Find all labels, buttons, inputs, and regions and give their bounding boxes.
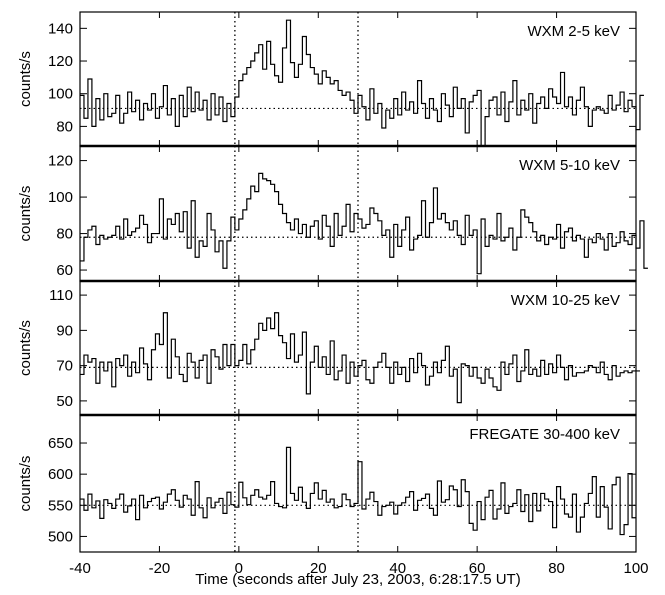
light-curve-series: [80, 172, 648, 275]
y-tick-label: 80: [56, 226, 73, 243]
y-tick-label: 500: [48, 528, 73, 545]
y-tick-label: 650: [48, 435, 73, 452]
y-tick-label: 90: [56, 322, 73, 339]
y-tick-label: 120: [48, 153, 73, 170]
x-tick-label: 100: [623, 560, 648, 577]
x-tick-label: 60: [469, 560, 486, 577]
panel-title: FREGATE 30-400 keV: [469, 426, 620, 443]
y-tick-label: 50: [56, 393, 73, 410]
y-tick-label: 60: [56, 262, 73, 279]
y-tick-label: 100: [48, 189, 73, 206]
x-tick-label: -40: [69, 560, 91, 577]
panel-4: 500 550 600 650 counts/s FREGATE 30-400 keV: [17, 413, 637, 553]
panel-1: 80 100 120 140 counts/s WXM 2-5 keV: [17, 11, 644, 147]
y-tick-label: 120: [48, 53, 73, 70]
panel-title: WXM 10-25 keV: [511, 292, 620, 309]
y-tick-label: 110: [49, 287, 73, 304]
light-curve-series: [80, 446, 636, 536]
panel-3: 50 70 90 110 counts/s WXM 10-25 keV: [17, 279, 640, 416]
y-tick-label: 100: [48, 86, 73, 103]
x-tick-label: 20: [310, 560, 327, 577]
y-axis-title: counts/s: [17, 456, 34, 512]
y-axis-title: counts/s: [17, 186, 34, 242]
x-tick-label: 0: [235, 560, 243, 577]
light-curve-series: [80, 312, 640, 404]
light-curve-series: [80, 19, 644, 147]
y-axis-title: counts/s: [17, 51, 34, 107]
x-axis-title: Time (seconds after July 23, 2003, 6:28:…: [195, 571, 520, 588]
y-tick-label: 600: [48, 466, 73, 483]
y-tick-label: 80: [56, 118, 73, 135]
x-tick-label: 40: [389, 560, 406, 577]
panel-2: 60 80 100 120 counts/s WXM 5-10 keV: [17, 144, 648, 282]
x-tick-label: 80: [548, 560, 565, 577]
panel-title: WXM 5-10 keV: [519, 157, 620, 174]
y-tick-label: 550: [48, 497, 73, 514]
y-tick-label: 140: [48, 20, 73, 37]
panel-title: WXM 2-5 keV: [527, 23, 620, 40]
y-tick-label: 70: [56, 358, 73, 375]
y-axis-title: counts/s: [17, 320, 34, 376]
x-tick-label: -20: [149, 560, 171, 577]
